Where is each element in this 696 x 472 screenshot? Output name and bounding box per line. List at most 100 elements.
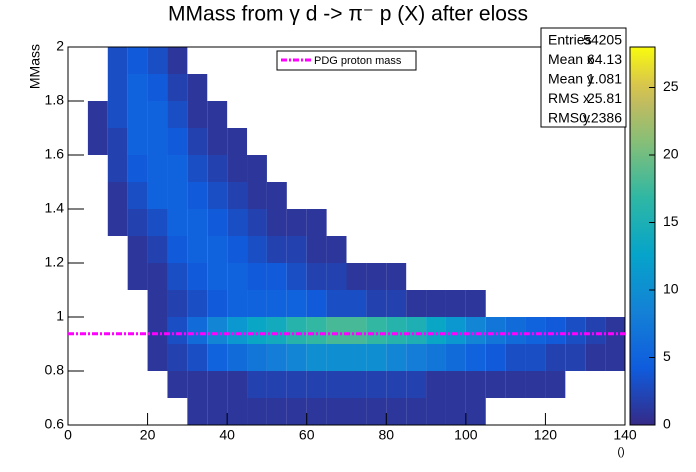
stats-name: Entries: [548, 32, 592, 48]
heat-cell: [306, 398, 327, 425]
heat-cell: [247, 155, 267, 182]
stats-name: RMS y: [548, 110, 590, 126]
heat-cell: [147, 128, 168, 155]
heat-cell: [386, 371, 407, 398]
heat-cell: [266, 209, 287, 236]
heat-cell: [147, 155, 168, 182]
heat-cell: [465, 290, 486, 317]
heat-cell: [207, 290, 228, 317]
heat-cell: [286, 371, 307, 398]
heat-cell: [306, 263, 327, 290]
heat-cell: [227, 209, 248, 236]
chart-title: MMass from γ d -> π⁻ p (X) after eloss: [168, 3, 528, 26]
heat-cell: [366, 398, 387, 425]
heat-cell: [187, 236, 208, 263]
heat-cell: [247, 209, 267, 236]
heat-cell: [247, 290, 267, 317]
heat-cell: [605, 317, 625, 344]
heat-cell: [207, 317, 228, 344]
heat-cell: [127, 236, 148, 263]
z-tick-label: 15: [663, 213, 679, 229]
heat-cell: [266, 182, 287, 209]
heat-cell: [326, 344, 347, 371]
stats-value: 54205: [583, 32, 622, 48]
heat-cell: [366, 344, 387, 371]
heat-cell: [147, 209, 168, 236]
heat-cell: [406, 317, 427, 344]
stats-value: 0.2386: [579, 110, 622, 126]
x-tick-label: 20: [140, 427, 156, 443]
heat-cell: [406, 398, 427, 425]
heat-cell: [346, 344, 367, 371]
z-tick-label: 10: [663, 281, 679, 297]
heat-cell: [386, 344, 407, 371]
heat-cell: [127, 155, 148, 182]
stats-name: Mean y: [548, 71, 594, 87]
heat-cell: [346, 371, 367, 398]
heat-cell: [207, 263, 228, 290]
heat-cell: [187, 371, 208, 398]
heat-cell: [346, 317, 367, 344]
heat-cell: [286, 263, 307, 290]
heat-cell: [505, 344, 526, 371]
x-tick-label: 60: [299, 427, 315, 443]
legend-box: [276, 50, 417, 71]
heat-cell: [286, 398, 307, 425]
heat-cell: [266, 371, 287, 398]
x-axis-label: (): [617, 446, 624, 458]
heat-cell: [465, 398, 486, 425]
heat-cell: [386, 317, 407, 344]
heat-cell: [286, 344, 307, 371]
heat-cell: [147, 74, 168, 101]
heat-cell: [525, 344, 546, 371]
x-tick-label: 0: [64, 427, 72, 443]
x-tick-label: 120: [534, 427, 558, 443]
heat-cell: [227, 263, 248, 290]
heat-cell: [286, 290, 307, 317]
heat-cell: [167, 128, 188, 155]
heat-cell: [306, 290, 327, 317]
heat-cell: [366, 317, 387, 344]
heat-cell: [525, 317, 546, 344]
heat-cell: [207, 155, 228, 182]
z-tick-label: 5: [663, 348, 671, 364]
heat-cell: [346, 263, 367, 290]
y-tick-label: 0.8: [45, 362, 65, 378]
heat-cell: [107, 155, 128, 182]
x-tick-label: 100: [454, 427, 478, 443]
heat-cell: [187, 101, 208, 128]
heat-cell: [525, 371, 546, 398]
y-tick-label: 1: [56, 308, 64, 324]
y-tick-label: 1.4: [45, 200, 65, 216]
heat-cell: [187, 209, 208, 236]
heat-cell: [306, 371, 327, 398]
heat-cell: [187, 263, 208, 290]
heat-cell: [207, 101, 228, 128]
heat-cell: [147, 290, 168, 317]
heat-cell: [167, 101, 188, 128]
heat-cell: [445, 290, 466, 317]
heat-cell: [187, 74, 208, 101]
heat-cell: [286, 236, 307, 263]
heat-cell: [465, 371, 486, 398]
heat-cell: [366, 371, 387, 398]
heat-cell: [306, 344, 327, 371]
heat-cell: [147, 47, 168, 74]
stats-value: 64.13: [587, 51, 622, 67]
heat-cell: [306, 209, 327, 236]
heat-cell: [107, 101, 128, 128]
plot-frame: [67, 46, 626, 426]
heat-cell: [207, 236, 228, 263]
heat-cell: [585, 344, 606, 371]
heat-cell: [107, 128, 128, 155]
heat-cell: [386, 263, 407, 290]
heat-cell: [266, 290, 287, 317]
heat-cell: [167, 344, 188, 371]
heat-cell: [207, 398, 228, 425]
heat-cell: [187, 290, 208, 317]
heat-cell: [426, 344, 446, 371]
heat-cell: [187, 344, 208, 371]
heat-cell: [247, 182, 267, 209]
heat-cell: [485, 371, 506, 398]
heat-cell: [167, 209, 188, 236]
